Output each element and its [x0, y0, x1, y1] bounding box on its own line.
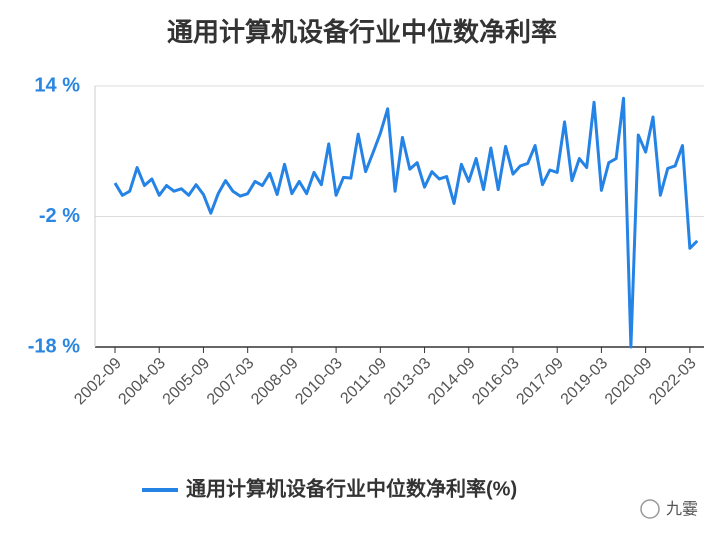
x-tick-label: 2014-09	[425, 355, 479, 409]
y-tick-label: 14 %	[34, 74, 80, 96]
x-tick-label: 2017-09	[513, 355, 567, 409]
y-tick-label: -2 %	[39, 205, 80, 227]
x-tick-label: 2011-09	[337, 355, 390, 408]
x-tick-label: 2007-03	[204, 355, 258, 409]
watermark: 九霎	[666, 500, 698, 518]
x-tick-label: 2019-03	[558, 355, 612, 409]
x-tick-label: 2022-03	[646, 355, 700, 409]
watermark-icon	[640, 499, 660, 519]
y-tick-label: -18 %	[28, 335, 80, 357]
data-line	[113, 96, 699, 349]
chart-title: 通用计算机设备行业中位数净利率	[167, 17, 557, 47]
x-tick-label: 2008-09	[248, 355, 302, 409]
x-tick-label: 2004-03	[115, 355, 169, 409]
x-tick-label: 2016-03	[469, 355, 523, 409]
x-tick-label: 2002-09	[71, 355, 125, 409]
x-tick-label: 2010-03	[292, 355, 346, 409]
x-tick-label: 2013-03	[381, 355, 435, 409]
legend-label: 通用计算机设备行业中位数净利率(%)	[186, 476, 517, 500]
x-tick-label: 2020-09	[602, 355, 656, 409]
x-tick-label: 2005-09	[160, 355, 214, 409]
